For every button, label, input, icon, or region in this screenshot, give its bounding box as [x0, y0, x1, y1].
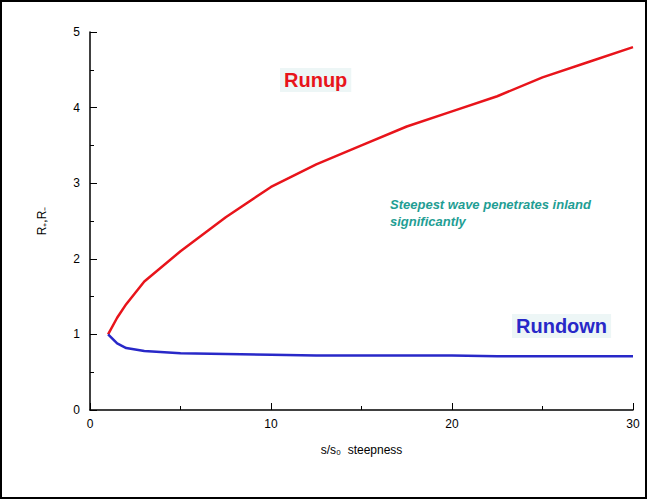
svg-text:1: 1 [73, 327, 80, 341]
svg-text:significantly: significantly [390, 214, 467, 229]
svg-text:4: 4 [73, 101, 80, 115]
svg-text:0: 0 [87, 417, 94, 431]
svg-text:s/s₀: s/s₀ [321, 443, 341, 457]
svg-text:20: 20 [445, 417, 459, 431]
svg-text:3: 3 [73, 176, 80, 190]
svg-text:steepness: steepness [348, 443, 403, 457]
svg-text:30: 30 [626, 417, 640, 431]
svg-text:5: 5 [73, 25, 80, 39]
svg-text:0: 0 [73, 403, 80, 417]
svg-text:R₊,R₋: R₊,R₋ [35, 207, 49, 236]
svg-text:Runup: Runup [284, 69, 347, 91]
svg-text:Rundown: Rundown [516, 315, 607, 337]
svg-text:10: 10 [264, 417, 278, 431]
svg-text:Steepest wave penetrates inlan: Steepest wave penetrates inland [390, 197, 594, 212]
svg-text:2: 2 [73, 252, 80, 266]
